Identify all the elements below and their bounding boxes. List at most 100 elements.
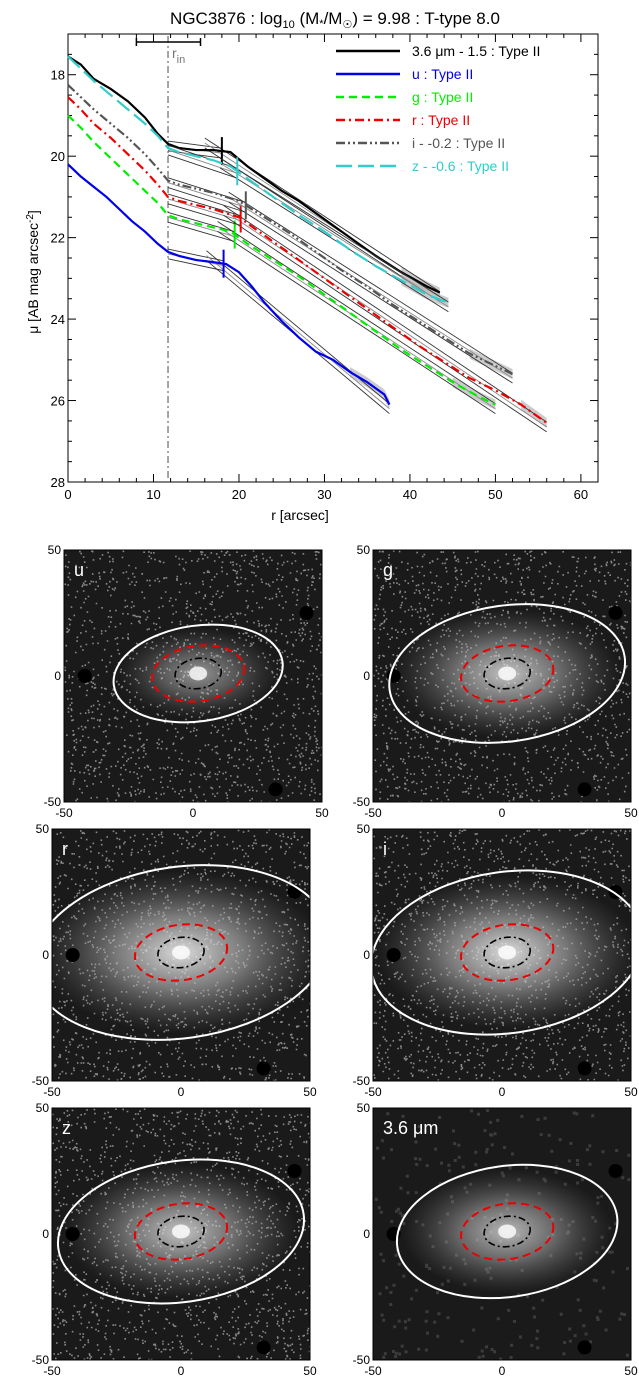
fit-inner-line (167, 140, 222, 149)
fit-outer-line (206, 255, 390, 410)
masked-star (256, 1061, 271, 1076)
inner-radius-ellipse (157, 1215, 205, 1248)
y-tick-label: 22 (51, 231, 65, 246)
panel-image (52, 1108, 310, 1360)
panel-y-tick-label: 0 (363, 948, 370, 962)
image-panel-0: u -50 0 50 50 0 -50 (44, 543, 329, 820)
fit-inner-line (167, 187, 246, 213)
legend-label: z - -0.6 : Type II (412, 158, 509, 174)
outer-isophote-ellipse (52, 864, 310, 1041)
panel-frame (51, 1107, 311, 1361)
masked-star (386, 948, 401, 962)
break-radius-ellipse (133, 1202, 229, 1261)
masked-star (577, 782, 592, 797)
fit-outer-line (223, 209, 547, 428)
image-panel-3: i -50 0 50 50 0 -50 (353, 822, 638, 1099)
panel-x-tick-label: -50 (55, 806, 73, 820)
fit-outer-line (217, 221, 496, 405)
panel-y-tick-label: -50 (32, 1353, 50, 1367)
profile-series-5 (67, 55, 449, 313)
fit-outer-line (219, 157, 449, 303)
fit-inner-line (167, 149, 238, 174)
panel-frame (372, 1107, 632, 1361)
image-panel-4: z -50 0 50 50 0 -50 (32, 1101, 317, 1377)
fit-inner-line (167, 216, 235, 238)
panel-x-tick-label: 50 (303, 1085, 317, 1099)
image-panel-1: g -50 0 50 50 0 -50 (353, 543, 638, 820)
panel-y-tick-label: -50 (44, 795, 62, 809)
masked-star (577, 1340, 592, 1355)
profile-series-line (67, 96, 548, 424)
panel-y-tick-label: 0 (42, 1227, 49, 1241)
y-tick-label: 28 (51, 475, 65, 490)
panel-image (373, 1108, 631, 1360)
inner-radius-ellipse (483, 936, 532, 969)
panel-band-label: u (74, 560, 84, 580)
panel-x-tick-label: -50 (43, 1364, 61, 1377)
panel-x-tick-label: -50 (364, 1364, 382, 1377)
panel-band-label: z (62, 1118, 71, 1138)
break-radius-ellipse (151, 644, 246, 703)
profile-series-3 (67, 96, 548, 433)
profile-series-1 (67, 163, 391, 414)
y-tick-label: 24 (51, 312, 65, 327)
panel-frame (372, 549, 632, 803)
panel-x-tick-label: -50 (364, 1085, 382, 1099)
panel-x-tick-label: 0 (190, 806, 197, 820)
fit-inner-line (167, 211, 235, 233)
legend-label: r : Type II (412, 112, 470, 128)
outer-isophote-ellipse (56, 1158, 306, 1305)
panel-y-tick-label: 50 (36, 1101, 50, 1115)
panel-noise (64, 550, 322, 802)
panel-image (64, 550, 322, 802)
break-radius-ellipse (460, 923, 555, 982)
profile-series-line (67, 163, 391, 406)
panel-x-tick-label: 50 (315, 806, 329, 820)
fit-outer-line (223, 214, 547, 433)
panel-x-tick-label: 0 (499, 1364, 506, 1377)
panel-frame (51, 828, 311, 1082)
fit-outer-line (219, 167, 449, 313)
fit-inner-line (167, 154, 238, 179)
panel-y-tick-label: 0 (363, 669, 370, 683)
x-tick-label: 50 (488, 487, 502, 502)
fit-inner-line (167, 182, 246, 208)
masked-star (608, 606, 623, 620)
y-tick-label: 20 (51, 149, 65, 164)
panel-band-label: r (62, 839, 68, 859)
fit-inner-line (167, 144, 238, 169)
fit-inner-line (167, 248, 224, 262)
galaxy-core (498, 945, 517, 960)
fit-outer-line (206, 250, 390, 405)
panel-x-tick-label: 50 (624, 1085, 638, 1099)
panel-x-tick-label: 0 (499, 1085, 506, 1099)
panel-y-tick-label: 50 (357, 1101, 371, 1115)
profile-series-line (67, 84, 513, 376)
break-radius-ellipse (133, 923, 229, 982)
outer-isophote-ellipse (395, 1163, 619, 1300)
outer-isophote-ellipse (388, 603, 627, 744)
x-tick-label: 40 (403, 487, 417, 502)
panel-y-tick-label: 0 (42, 948, 49, 962)
panel-y-tick-label: -50 (353, 795, 371, 809)
break-radius-ellipse (460, 644, 555, 703)
panel-y-tick-label: 0 (363, 1227, 370, 1241)
profile-series-line (67, 55, 449, 304)
panel-x-tick-label: 50 (303, 1364, 317, 1377)
profile-plot: 0 10 20 30 40 50 60 18 20 22 24 26 28 3.6 μm - 1.5 : … (51, 33, 599, 502)
galaxy-core (189, 666, 208, 681)
figure-title: NGC3876 : log10 (M*/M☉) = 9.98 : T-type … (170, 9, 500, 31)
panel-band-label: g (383, 560, 393, 580)
fit-inner-line (167, 203, 241, 226)
panel-frame (372, 828, 632, 1082)
masked-star (268, 782, 283, 797)
masked-star (608, 1164, 623, 1178)
panel-y-tick-label: 50 (357, 822, 371, 836)
panel-x-tick-label: 0 (178, 1085, 185, 1099)
panel-x-tick-label: 50 (624, 806, 638, 820)
fit-inner-line (167, 193, 241, 217)
panel-noise (373, 550, 631, 802)
r-in-label: rin (172, 45, 185, 66)
